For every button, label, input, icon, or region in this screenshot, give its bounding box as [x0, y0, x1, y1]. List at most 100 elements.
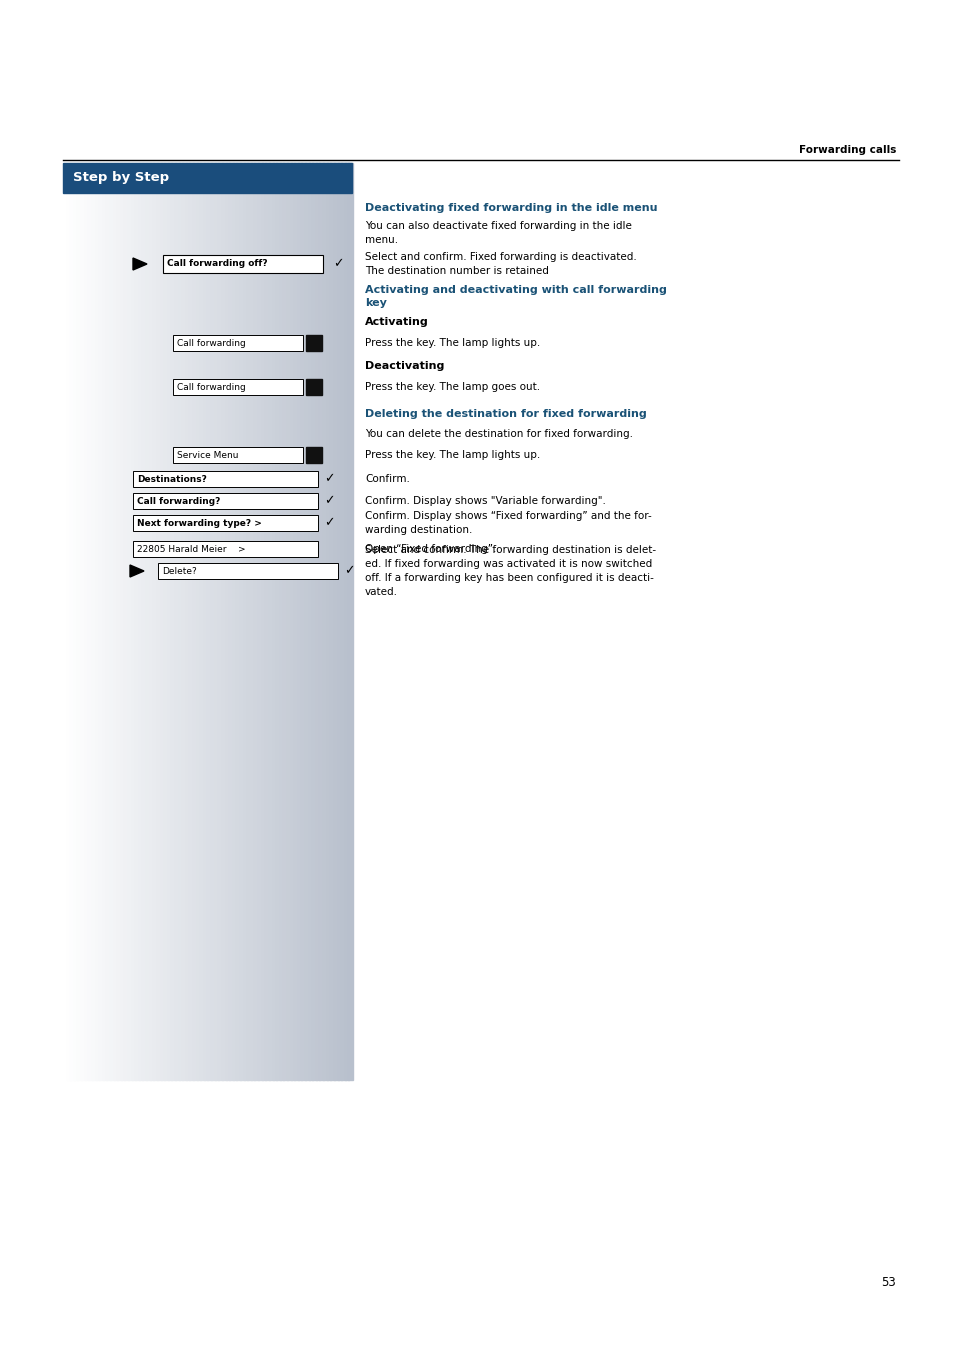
Bar	[139, 163, 143, 1079]
Bar	[81, 163, 86, 1079]
Text: ✓: ✓	[344, 565, 355, 577]
Text: Press the key. The lamp lights up.: Press the key. The lamp lights up.	[365, 450, 539, 459]
Bar	[193, 163, 197, 1079]
Text: Delete?: Delete?	[162, 566, 196, 576]
Bar	[172, 163, 175, 1079]
Bar	[164, 163, 169, 1079]
Bar	[287, 163, 292, 1079]
Bar	[89, 163, 92, 1079]
Bar	[153, 163, 158, 1079]
Bar	[334, 163, 338, 1079]
Bar	[204, 163, 209, 1079]
Bar	[160, 163, 165, 1079]
Bar	[132, 515, 317, 531]
Bar	[251, 163, 255, 1079]
Bar	[103, 163, 108, 1079]
Bar	[106, 163, 111, 1079]
Bar	[67, 163, 71, 1079]
Bar	[306, 447, 322, 463]
Bar	[77, 163, 82, 1079]
Bar	[283, 163, 288, 1079]
Text: Deactivating: Deactivating	[365, 361, 444, 372]
Bar	[174, 163, 179, 1079]
Bar	[132, 471, 317, 486]
Text: Destinations?: Destinations?	[137, 474, 207, 484]
Text: Service Menu: Service Menu	[177, 450, 238, 459]
Bar	[319, 163, 324, 1079]
Bar	[110, 163, 114, 1079]
Text: Forwarding calls: Forwarding calls	[798, 145, 895, 155]
Bar	[330, 163, 335, 1079]
Bar	[128, 163, 132, 1079]
Text: ✓: ✓	[324, 473, 335, 485]
Bar	[132, 540, 317, 557]
Bar	[240, 163, 244, 1079]
Text: 22805 Harald Meier    >: 22805 Harald Meier >	[137, 544, 245, 554]
Polygon shape	[132, 258, 147, 270]
Bar	[243, 163, 248, 1079]
Bar	[113, 163, 118, 1079]
Bar	[306, 335, 322, 351]
Bar	[279, 163, 284, 1079]
Text: Confirm.: Confirm.	[365, 474, 410, 484]
Bar	[258, 163, 262, 1079]
Bar	[172, 380, 303, 394]
Bar	[337, 163, 342, 1079]
Text: Open “Fixed forwarding”.: Open “Fixed forwarding”.	[365, 544, 496, 554]
Bar	[208, 163, 212, 1079]
Bar	[150, 163, 154, 1079]
Text: You can delete the destination for fixed forwarding.: You can delete the destination for fixed…	[365, 430, 633, 439]
Bar	[341, 163, 345, 1079]
Text: Confirm. Display shows “Fixed forwarding” and the for-
warding destination.: Confirm. Display shows “Fixed forwarding…	[365, 511, 651, 535]
Bar	[196, 163, 201, 1079]
Text: Select and confirm. The forwarding destination is delet-
ed. If fixed forwarding: Select and confirm. The forwarding desti…	[365, 544, 656, 597]
Bar	[247, 163, 252, 1079]
Bar	[222, 163, 226, 1079]
Bar	[124, 163, 129, 1079]
Text: You can also deactivate fixed forwarding in the idle
menu.: You can also deactivate fixed forwarding…	[365, 222, 631, 245]
Text: Confirm. Display shows "Variable forwarding".: Confirm. Display shows "Variable forward…	[365, 496, 605, 507]
Bar	[190, 163, 193, 1079]
Bar	[182, 163, 187, 1079]
Bar	[99, 163, 104, 1079]
Bar	[315, 163, 320, 1079]
Text: Select and confirm. Fixed forwarding is deactivated.
The destination number is r: Select and confirm. Fixed forwarding is …	[365, 253, 636, 276]
Text: ✓: ✓	[333, 258, 343, 270]
Bar	[178, 163, 183, 1079]
Bar	[301, 163, 306, 1079]
Bar	[91, 163, 96, 1079]
Bar	[186, 163, 191, 1079]
Text: Call forwarding?: Call forwarding?	[137, 497, 220, 505]
Text: Deactivating fixed forwarding in the idle menu: Deactivating fixed forwarding in the idl…	[365, 203, 657, 213]
Text: 53: 53	[881, 1277, 895, 1289]
Bar	[291, 163, 294, 1079]
Text: Press the key. The lamp goes out.: Press the key. The lamp goes out.	[365, 382, 539, 392]
Bar	[326, 163, 331, 1079]
Bar	[156, 163, 161, 1079]
Bar	[297, 163, 302, 1079]
Bar	[236, 163, 241, 1079]
Bar	[163, 255, 323, 273]
Bar	[146, 163, 151, 1079]
Bar	[233, 163, 237, 1079]
Polygon shape	[130, 565, 144, 577]
Text: Step by Step: Step by Step	[73, 172, 169, 185]
Bar	[214, 163, 219, 1079]
Bar	[63, 163, 68, 1079]
Bar	[305, 163, 310, 1079]
Bar	[132, 493, 317, 509]
Text: Call forwarding off?: Call forwarding off?	[167, 259, 268, 269]
Bar	[132, 163, 136, 1079]
Bar	[254, 163, 259, 1079]
Text: Activating: Activating	[365, 317, 428, 327]
Bar	[323, 163, 328, 1079]
Bar	[158, 563, 337, 580]
Text: Next forwarding type? >: Next forwarding type? >	[137, 519, 262, 527]
Bar	[211, 163, 215, 1079]
Bar	[261, 163, 266, 1079]
Bar	[344, 163, 349, 1079]
Text: ✓: ✓	[324, 516, 335, 530]
Text: Call forwarding: Call forwarding	[177, 382, 246, 392]
Bar	[294, 163, 298, 1079]
Text: Deleting the destination for fixed forwarding: Deleting the destination for fixed forwa…	[365, 409, 646, 419]
